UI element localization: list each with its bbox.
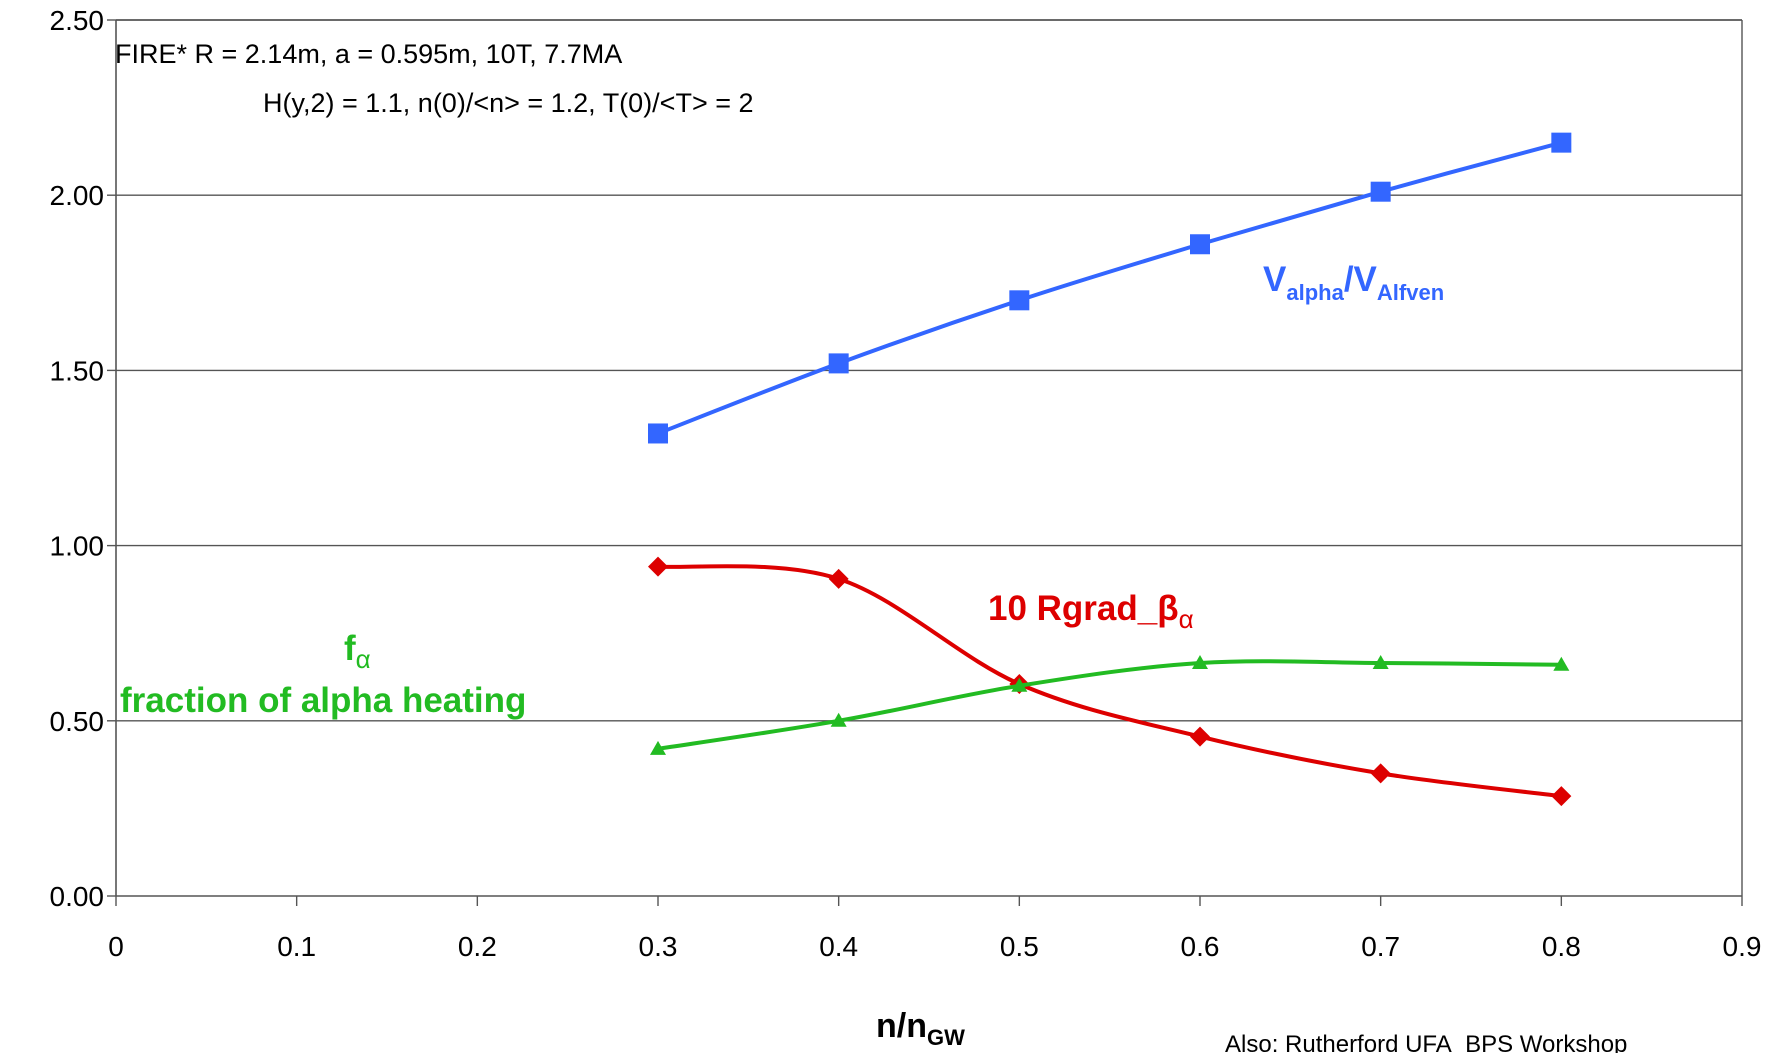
axes bbox=[107, 19, 1743, 906]
x-axis-label: n/nGW bbox=[876, 1007, 965, 1050]
marker-rgrad-5 bbox=[1551, 786, 1572, 807]
y-tick-labels: 0.00 0.50 1.00 1.50 2.00 2.50 bbox=[50, 5, 105, 912]
series-label-falpha: fα bbox=[344, 629, 371, 674]
y-tick-label: 1.50 bbox=[50, 355, 105, 386]
y-tick-label: 2.00 bbox=[50, 180, 105, 211]
marker-falpha-3 bbox=[1192, 654, 1208, 669]
series bbox=[648, 132, 1572, 807]
x-tick-label: 0 bbox=[108, 931, 124, 962]
series-label-valpha: Valpha/VAlfven bbox=[1263, 260, 1444, 305]
x-tick-label: 0.5 bbox=[1000, 931, 1039, 962]
marker-valpha-2 bbox=[1009, 290, 1030, 311]
x-tick-label: 0.9 bbox=[1723, 931, 1762, 962]
y-tick-label: 0.50 bbox=[50, 706, 105, 737]
x-tick-label: 0.6 bbox=[1181, 931, 1220, 962]
series-falpha bbox=[650, 654, 1570, 755]
x-tick-label: 0.1 bbox=[277, 931, 316, 962]
annotation-line-2: H(y,2) = 1.1, n(0)/<n> = 1.2, T(0)/<T> =… bbox=[263, 88, 754, 118]
marker-valpha-1 bbox=[828, 353, 849, 374]
marker-falpha-5 bbox=[1553, 656, 1570, 671]
series-line-valpha bbox=[657, 140, 1562, 436]
marker-falpha-1 bbox=[830, 712, 847, 727]
marker-valpha-0 bbox=[648, 423, 668, 444]
y-tick-label: 1.00 bbox=[50, 531, 105, 562]
series-label-rgrad: 10 Rgrad_βα bbox=[988, 589, 1194, 634]
marker-falpha-2 bbox=[1011, 677, 1028, 692]
marker-falpha-0 bbox=[650, 740, 666, 755]
series-line-falpha bbox=[657, 659, 1562, 751]
x-tick-label: 0.2 bbox=[458, 931, 497, 962]
x-tick-label: 0.8 bbox=[1542, 931, 1581, 962]
series-label-falpha-line2: fraction of alpha heating bbox=[120, 681, 526, 720]
footnote: Also: Rutherford UFA_BPS Workshop bbox=[1225, 1031, 1627, 1053]
marker-rgrad-1 bbox=[828, 568, 849, 589]
marker-valpha-5 bbox=[1551, 132, 1572, 153]
marker-valpha-4 bbox=[1370, 181, 1391, 202]
marker-falpha-4 bbox=[1372, 654, 1389, 669]
annotation-line-1: FIRE* R = 2.14m, a = 0.595m, 10T, 7.7MA bbox=[115, 39, 622, 69]
x-tick-label: 0.4 bbox=[819, 931, 858, 962]
x-tick-label: 0.3 bbox=[639, 931, 678, 962]
x-tick-label: 0.7 bbox=[1361, 931, 1400, 962]
series-line-rgrad bbox=[657, 564, 1562, 799]
y-tick-label: 2.50 bbox=[50, 5, 105, 36]
marker-rgrad-0 bbox=[648, 556, 668, 577]
y-tick-label: 0.00 bbox=[50, 881, 105, 912]
x-tick-labels: 0 0.1 0.2 0.3 0.4 0.5 0.6 0.7 0.8 0.9 bbox=[108, 931, 1761, 962]
series-valpha bbox=[648, 132, 1572, 444]
grid bbox=[116, 19, 1742, 722]
marker-rgrad-3 bbox=[1190, 726, 1210, 747]
marker-rgrad-4 bbox=[1370, 763, 1391, 784]
marker-valpha-3 bbox=[1190, 234, 1210, 255]
